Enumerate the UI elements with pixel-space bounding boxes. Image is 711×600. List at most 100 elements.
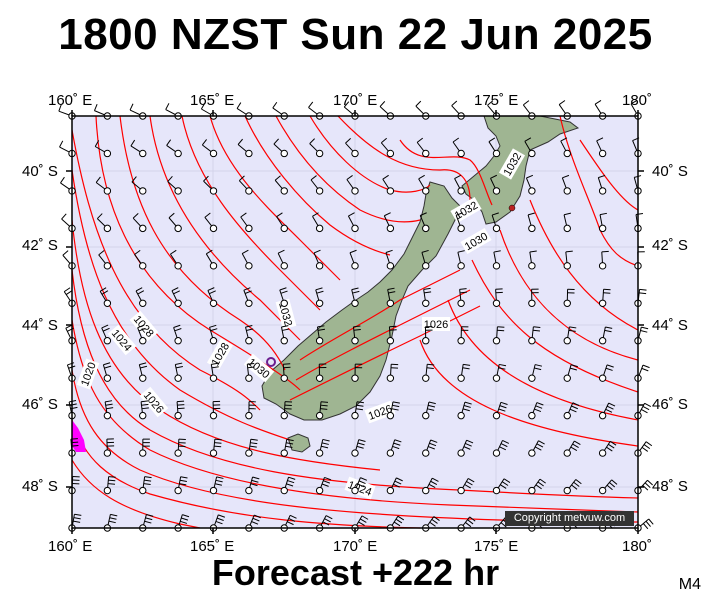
wind-barb-feather (645, 520, 651, 527)
wind-barb-feather (501, 481, 509, 486)
lat-label-40-left: 40˚ S (22, 163, 58, 180)
wind-station-marker (457, 486, 465, 495)
wind-barb-feather (95, 176, 101, 183)
wind-barb-feather (532, 329, 541, 332)
wind-barb-feather (67, 362, 75, 366)
wind-station-marker (457, 411, 465, 420)
wind-barb-feather (642, 364, 650, 369)
wind-barb-feather (272, 101, 278, 109)
wind-barb-feather (209, 290, 216, 295)
wind-barb-feather (560, 137, 568, 142)
wind-barb-feather (568, 329, 576, 332)
isobar-label: 1026 (424, 319, 448, 331)
wind-barb-feather (416, 137, 424, 143)
wind-barb-feather (353, 325, 361, 328)
wind-barb-feather (58, 104, 62, 112)
wind-barb-feather (598, 174, 606, 179)
wind-barb-feather (647, 479, 653, 486)
wind-barb-feather (608, 402, 616, 407)
wind-barb-feather (605, 367, 613, 371)
wind-barb-feather (606, 484, 613, 491)
wind-barb-feather (536, 443, 544, 448)
wind-barb-feather (141, 403, 149, 406)
wind-barb-feather (135, 287, 143, 292)
wind-station-marker (492, 337, 501, 345)
wind-station-marker (280, 337, 288, 345)
wind-station-marker (422, 449, 430, 457)
wind-barb-feather (101, 324, 109, 329)
wind-barb-feather (108, 479, 116, 482)
wind-station-marker (598, 374, 607, 382)
wind-barb-feather (141, 400, 149, 403)
wind-barb-feather (343, 101, 350, 108)
wind-barb-feather (63, 287, 71, 293)
wind-station-marker (598, 224, 607, 233)
wind-barb-feather (463, 446, 471, 450)
wind-barb-feather (247, 366, 255, 369)
wind-barb-feather (206, 249, 213, 255)
wind-station-marker (422, 149, 430, 158)
wind-barb-feather (356, 404, 364, 407)
wind-barb-feather (324, 518, 331, 523)
wind-barb-feather (421, 249, 429, 253)
lon-label-170-top: 170˚ E (333, 92, 378, 109)
wind-station-marker (174, 486, 182, 495)
wind-station-marker (280, 449, 288, 457)
wind-barb-feather (424, 291, 432, 294)
wind-station-marker (528, 187, 536, 195)
wind-barb-feather (570, 446, 578, 452)
wind-barb-feather (459, 288, 467, 290)
wind-station-marker (422, 411, 430, 420)
wind-station-marker (563, 149, 571, 158)
wind-barb-feather (310, 175, 317, 181)
lat-label-46-left: 46˚ S (22, 396, 58, 413)
wind-station-marker (598, 187, 607, 195)
wind-station-marker (528, 449, 536, 457)
wind-barb-feather (355, 408, 363, 411)
wind-barb-feather (211, 362, 219, 365)
wind-barb-feather (281, 325, 289, 328)
wind-barb-feather (488, 137, 496, 143)
wind-barb-feather (430, 480, 438, 485)
wind-barb-feather (357, 483, 365, 488)
wind-barb-feather (138, 327, 146, 332)
wind-barb-feather (177, 407, 185, 410)
wind-station-marker (139, 449, 147, 457)
wind-station-marker (351, 262, 359, 270)
wind-station-marker (492, 262, 501, 270)
wind-barb-feather (144, 520, 152, 524)
wind-barb-feather (430, 439, 438, 443)
wind-barb-feather (463, 363, 471, 366)
wind-station-marker (386, 374, 395, 382)
wind-station-marker (386, 149, 395, 158)
model-tag: M4 (678, 576, 701, 593)
wind-station-marker (457, 262, 465, 270)
wind-barb-feather (60, 176, 65, 184)
wind-barb-feather (429, 521, 436, 527)
wind-barb-feather (345, 138, 351, 144)
wind-barb-feather (605, 326, 613, 329)
wind-station-marker (457, 187, 465, 195)
wind-barb-feather (418, 174, 425, 180)
wind-barb-feather (534, 446, 542, 451)
wind-barb-feather (359, 518, 367, 523)
wind-barb-feather (216, 476, 224, 479)
wind-barb-feather (218, 514, 226, 518)
wind-station-marker (245, 449, 253, 457)
wind-barb-feather (533, 326, 541, 329)
wind-barb-feather (73, 517, 81, 520)
wind-barb-feather (563, 212, 571, 216)
high-center-marker (266, 357, 276, 367)
wind-barb-feather (165, 103, 170, 110)
wind-barb-feather (382, 174, 389, 180)
wind-barb-feather (500, 484, 507, 489)
wind-barb-feather (604, 329, 612, 333)
wind-barb-feather (312, 212, 319, 217)
wind-barb-feather (144, 476, 152, 479)
wind-station-marker (245, 374, 253, 382)
wind-station-marker (209, 187, 218, 195)
wind-station-marker (563, 224, 571, 233)
wind-station-marker (209, 411, 218, 420)
wind-barb-feather (316, 290, 324, 294)
